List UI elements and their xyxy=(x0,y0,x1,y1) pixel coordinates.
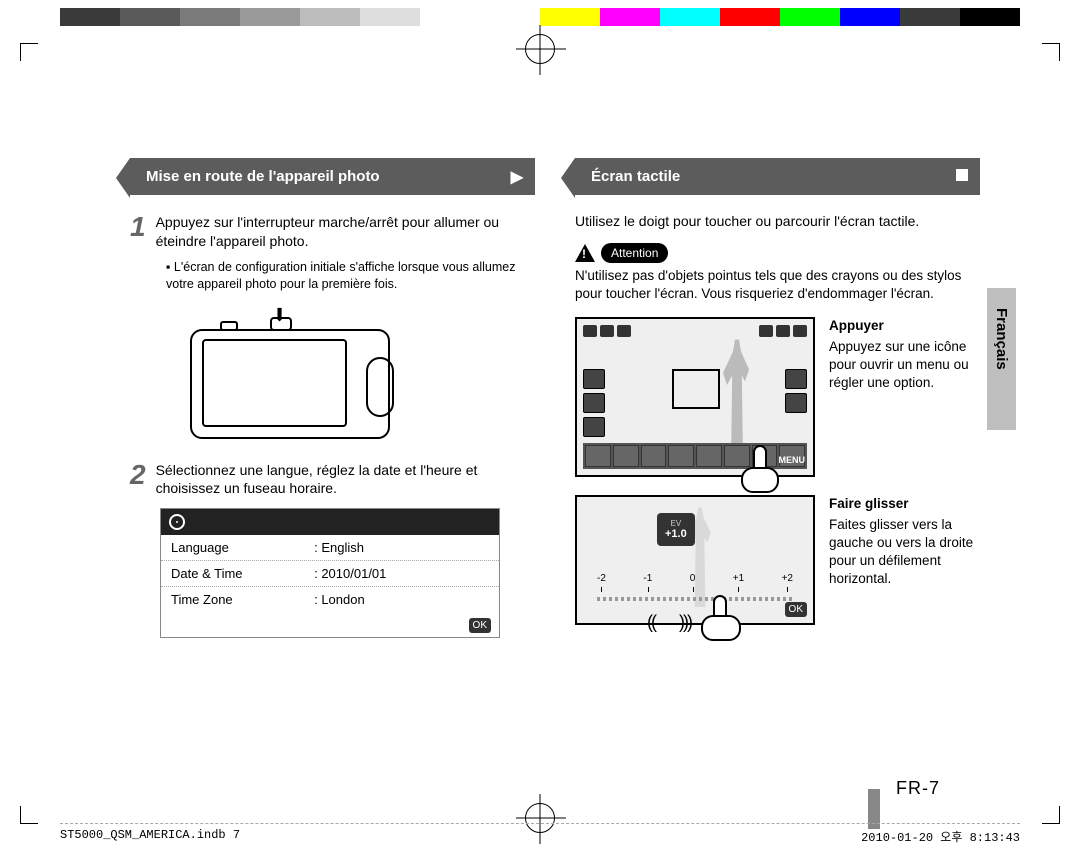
settings-row: Date & Time2010/01/01 xyxy=(161,560,499,586)
step-number: 1 xyxy=(130,213,146,251)
page-number: FR-7 xyxy=(896,778,940,799)
tap-description: Appuyer Appuyez sur une icône pour ouvri… xyxy=(829,317,980,392)
hand-drag-icon xyxy=(687,595,747,645)
drag-title: Faire glisser xyxy=(829,495,980,513)
settings-row: Time ZoneLondon xyxy=(161,586,499,612)
left-side-buttons xyxy=(583,369,605,437)
status-icons-left xyxy=(583,325,631,337)
crop-mark xyxy=(1042,43,1060,61)
crop-mark xyxy=(20,43,38,61)
ev-value: +1.0 xyxy=(665,528,687,540)
heading-text: Écran tactile xyxy=(591,168,680,185)
hand-tap-icon xyxy=(733,445,783,495)
scale-tick: +1 xyxy=(733,573,744,593)
drag-screen-illustration: EV +1.0 -2-10+1+2 OK (( ))) xyxy=(575,495,815,625)
motion-lines-icon: (( ))) xyxy=(647,612,691,633)
gear-icon xyxy=(169,514,185,530)
setting-value: 2010/01/01 xyxy=(314,566,386,581)
drag-section: EV +1.0 -2-10+1+2 OK (( ))) Faire glisse… xyxy=(575,495,980,625)
step-1-note: L'écran de configuration initiale s'affi… xyxy=(166,259,535,293)
scale-tick: 0 xyxy=(690,573,696,593)
settings-panel: LanguageEnglishDate & Time2010/01/01Time… xyxy=(160,508,500,638)
scale-tick: -2 xyxy=(597,573,606,593)
warning-icon xyxy=(575,244,595,262)
step-number: 2 xyxy=(130,461,146,499)
right-side-buttons xyxy=(785,369,807,413)
ok-button[interactable]: OK xyxy=(785,602,807,617)
tap-screen-illustration: MENU xyxy=(575,317,815,477)
attention-header: Attention xyxy=(575,243,980,263)
crop-mark xyxy=(20,806,38,824)
print-footer: ST5000_QSM_AMERICA.indb 7 2010-01-20 오후 … xyxy=(60,823,1020,845)
print-color-bar xyxy=(60,8,1020,26)
heading-end-icon xyxy=(956,168,968,186)
right-column: Écran tactile Utilisez le doigt pour tou… xyxy=(575,158,980,779)
setting-key: Date & Time xyxy=(171,566,314,581)
heading-continue-icon: ▶ xyxy=(511,167,523,187)
status-icons-right xyxy=(759,325,807,337)
language-tab: Français xyxy=(987,288,1016,430)
registration-mark-top xyxy=(525,34,555,64)
setting-key: Language xyxy=(171,540,314,555)
setting-key: Time Zone xyxy=(171,592,314,607)
intro-text: Utilisez le doigt pour toucher ou parcou… xyxy=(575,213,980,229)
step-1: 1 Appuyez sur l'interrupteur marche/arrê… xyxy=(130,213,535,251)
ok-button[interactable]: OK xyxy=(469,618,491,633)
settings-footer: OK xyxy=(161,612,499,637)
ev-scale: -2 -1 0 +1 +2 xyxy=(597,573,793,593)
step-text: Sélectionnez une langue, réglez la date … xyxy=(156,461,535,499)
tap-title: Appuyer xyxy=(829,317,980,335)
step-2: 2 Sélectionnez une langue, réglez la dat… xyxy=(130,461,535,499)
setting-value: English xyxy=(314,540,364,555)
scale-tick: -1 xyxy=(643,573,652,593)
drag-description: Faire glisser Faites glisser vers la gau… xyxy=(829,495,980,588)
section-heading-left: Mise en route de l'appareil photo ▶ xyxy=(130,158,535,195)
ev-label: EV xyxy=(665,519,687,528)
step-text: Appuyez sur l'interrupteur marche/arrêt … xyxy=(156,213,535,251)
crop-mark xyxy=(1042,806,1060,824)
heading-text: Mise en route de l'appareil photo xyxy=(146,168,380,185)
subject-silhouette xyxy=(717,339,757,459)
attention-text: N'utilisez pas d'objets pointus tels que… xyxy=(575,267,980,303)
attention-label: Attention xyxy=(601,243,668,263)
page-content: Mise en route de l'appareil photo ▶ 1 Ap… xyxy=(130,158,980,779)
setting-value: London xyxy=(314,592,365,607)
settings-row: LanguageEnglish xyxy=(161,535,499,560)
scale-tick: +2 xyxy=(782,573,793,593)
focus-frame xyxy=(672,369,720,409)
left-column: Mise en route de l'appareil photo ▶ 1 Ap… xyxy=(130,158,535,779)
drag-text: Faites glisser vers la gauche ou vers la… xyxy=(829,517,973,587)
footer-file: ST5000_QSM_AMERICA.indb 7 xyxy=(60,828,240,845)
camera-illustration: ⬇ xyxy=(190,307,400,447)
ev-indicator: EV +1.0 xyxy=(657,513,695,546)
footer-timestamp: 2010-01-20 오후 8:13:43 xyxy=(861,828,1020,845)
section-heading-right: Écran tactile xyxy=(575,158,980,195)
tap-section: MENU Appuyer Appuyez sur une icône pour … xyxy=(575,317,980,477)
tap-text: Appuyez sur une icône pour ouvrir un men… xyxy=(829,339,969,390)
settings-header xyxy=(161,509,499,535)
